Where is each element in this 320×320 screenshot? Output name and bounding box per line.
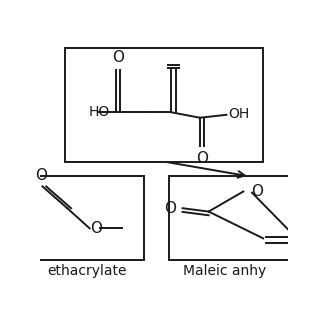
Text: O: O [112, 50, 124, 65]
Text: O: O [91, 221, 102, 236]
Text: O: O [164, 201, 176, 216]
Text: HO: HO [88, 105, 110, 119]
FancyBboxPatch shape [65, 48, 263, 162]
Text: Maleic anhy: Maleic anhy [183, 264, 266, 278]
Text: OH: OH [228, 107, 250, 121]
Text: ethacrylate: ethacrylate [47, 264, 127, 278]
Text: O: O [251, 184, 263, 199]
Text: O: O [35, 169, 47, 183]
Text: O: O [196, 151, 208, 166]
FancyBboxPatch shape [35, 176, 144, 260]
FancyBboxPatch shape [169, 176, 293, 260]
